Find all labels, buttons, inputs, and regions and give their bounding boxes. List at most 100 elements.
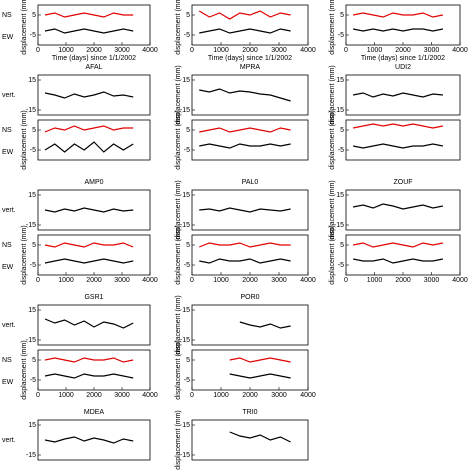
y-tick-label: 5 bbox=[186, 12, 190, 19]
series-line bbox=[44, 125, 134, 133]
x-axis-label: Time (days) since 1/1/2002 bbox=[208, 55, 292, 62]
y-tick-label: -5 bbox=[30, 32, 36, 39]
x-tick-label: 1000 bbox=[213, 277, 229, 284]
y-tick-label: 5 bbox=[340, 12, 344, 19]
x-tick-label: 4000 bbox=[452, 277, 468, 284]
y-tick-label: 5 bbox=[186, 242, 190, 249]
plot-frame bbox=[191, 74, 309, 116]
x-tick-label: 0 bbox=[36, 277, 40, 284]
x-tick-label: 0 bbox=[36, 392, 40, 399]
y-axis-label: displacement (mm) bbox=[329, 0, 336, 55]
y-tick-label: -5 bbox=[184, 32, 190, 39]
series-label: vert. bbox=[2, 92, 16, 99]
x-tick-label: 3000 bbox=[114, 392, 130, 399]
x-axis-label: Time (days) since 1/1/2002 bbox=[52, 55, 136, 62]
plot-frame bbox=[37, 189, 151, 231]
series-label: NS bbox=[2, 357, 12, 364]
panel-title: ZOUF bbox=[393, 179, 412, 186]
series-line bbox=[44, 436, 134, 444]
x-tick-label: 4000 bbox=[142, 392, 158, 399]
plot-frame bbox=[37, 4, 151, 46]
x-tick-label: 1000 bbox=[58, 392, 74, 399]
x-tick-label: 4000 bbox=[452, 47, 468, 54]
series-line bbox=[353, 143, 444, 149]
y-axis-label: displacement (mm) bbox=[175, 110, 182, 170]
series-label: vert. bbox=[2, 207, 16, 214]
series-line bbox=[353, 203, 444, 210]
series-line bbox=[353, 28, 444, 32]
x-tick-label: 2000 bbox=[242, 277, 258, 284]
y-axis-label: displacement (mm) bbox=[175, 0, 182, 55]
x-tick-label: 2000 bbox=[86, 277, 102, 284]
panel-title: PAL0 bbox=[242, 179, 259, 186]
y-tick-label: -5 bbox=[30, 147, 36, 154]
y-tick-label: -15 bbox=[26, 107, 36, 114]
y-axis-label: displacement (mm) bbox=[21, 225, 28, 285]
series-line bbox=[44, 357, 134, 363]
x-tick-label: 1000 bbox=[367, 277, 383, 284]
x-tick-label: 0 bbox=[344, 277, 348, 284]
x-tick-label: 4000 bbox=[300, 277, 316, 284]
panel-title: AMP0 bbox=[84, 179, 103, 186]
plot-frame bbox=[37, 304, 151, 346]
series-line bbox=[353, 92, 443, 98]
plot-frame bbox=[191, 4, 309, 46]
y-tick-label: 5 bbox=[186, 127, 190, 134]
plot-frame bbox=[37, 234, 151, 276]
plot-frame bbox=[191, 189, 309, 231]
y-tick-label: 15 bbox=[28, 307, 36, 314]
series-line bbox=[44, 12, 134, 18]
series-line bbox=[44, 258, 134, 264]
series-line bbox=[44, 28, 134, 34]
y-tick-label: -5 bbox=[338, 32, 344, 39]
y-axis-label: displacement (mm) bbox=[21, 0, 28, 55]
x-tick-label: 1000 bbox=[213, 47, 229, 54]
x-tick-label: 4000 bbox=[300, 392, 316, 399]
series-label: EW bbox=[2, 34, 14, 41]
plot-frame bbox=[37, 419, 151, 461]
y-tick-label: 15 bbox=[28, 77, 36, 84]
y-tick-label: 15 bbox=[336, 192, 344, 199]
plot-frame bbox=[191, 349, 309, 391]
y-axis-label: displacement (mm) bbox=[329, 65, 336, 125]
plot-frame bbox=[37, 74, 151, 116]
plot-frame bbox=[191, 304, 309, 346]
series-line bbox=[199, 207, 291, 213]
y-tick-label: -5 bbox=[184, 262, 190, 269]
series-line bbox=[229, 357, 291, 363]
x-tick-label: 1000 bbox=[58, 47, 74, 54]
x-tick-label: 4000 bbox=[142, 277, 158, 284]
plot-frame bbox=[345, 119, 461, 161]
plot-frame bbox=[191, 234, 309, 276]
plot-frame bbox=[191, 119, 309, 161]
x-tick-label: 4000 bbox=[142, 47, 158, 54]
y-tick-label: -15 bbox=[26, 222, 36, 229]
y-tick-label: -5 bbox=[338, 262, 344, 269]
plot-frame bbox=[37, 119, 151, 161]
panel-title: POR0 bbox=[240, 294, 259, 301]
series-label: EW bbox=[2, 264, 14, 271]
plot-frame bbox=[345, 74, 461, 116]
y-axis-label: displacement (mm) bbox=[329, 180, 336, 240]
series-label: vert. bbox=[2, 322, 16, 329]
y-tick-label: -15 bbox=[180, 222, 190, 229]
x-tick-label: 3000 bbox=[114, 47, 130, 54]
y-tick-label: -5 bbox=[338, 147, 344, 154]
y-tick-label: 5 bbox=[32, 127, 36, 134]
series-label: NS bbox=[2, 127, 12, 134]
series-line bbox=[44, 207, 134, 213]
y-axis-label: displacement (mm) bbox=[175, 295, 182, 355]
x-tick-label: 2000 bbox=[86, 392, 102, 399]
series-line bbox=[199, 28, 291, 34]
y-axis-label: displacement (mm) bbox=[175, 225, 182, 285]
y-tick-label: -5 bbox=[30, 377, 36, 384]
x-tick-label: 4000 bbox=[300, 47, 316, 54]
y-tick-label: -15 bbox=[334, 107, 344, 114]
y-tick-label: 15 bbox=[28, 192, 36, 199]
plot-frame bbox=[191, 419, 309, 461]
x-tick-label: 0 bbox=[190, 47, 194, 54]
y-axis-label: displacement (mm) bbox=[175, 410, 182, 470]
x-tick-label: 0 bbox=[36, 47, 40, 54]
series-label: NS bbox=[2, 242, 12, 249]
